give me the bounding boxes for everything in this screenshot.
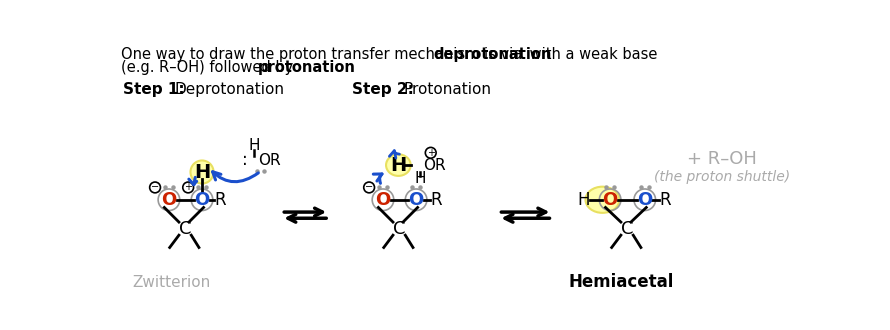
Circle shape <box>425 148 436 158</box>
Text: :: : <box>242 151 248 170</box>
Ellipse shape <box>586 187 619 213</box>
Text: −: − <box>151 182 159 192</box>
Text: H: H <box>390 156 407 175</box>
Text: H: H <box>194 163 210 182</box>
Circle shape <box>150 182 160 193</box>
Text: C: C <box>392 220 406 238</box>
Circle shape <box>182 182 193 193</box>
Text: H: H <box>414 171 425 186</box>
FancyArrowPatch shape <box>213 172 258 182</box>
Text: O: O <box>376 191 391 209</box>
Text: +: + <box>184 182 192 192</box>
Text: C: C <box>179 220 191 238</box>
Text: O: O <box>194 191 210 209</box>
Text: deprotonation: deprotonation <box>433 47 552 62</box>
Text: OR: OR <box>423 158 446 173</box>
Text: protonation: protonation <box>257 60 355 75</box>
Text: +: + <box>426 148 434 158</box>
Text: OR: OR <box>258 153 281 168</box>
Ellipse shape <box>386 154 410 176</box>
Text: R: R <box>659 191 670 209</box>
Text: O: O <box>637 191 652 209</box>
Text: Step 1:: Step 1: <box>123 82 190 97</box>
FancyArrowPatch shape <box>373 174 382 183</box>
Circle shape <box>364 182 375 193</box>
Text: O: O <box>161 191 176 209</box>
Text: H: H <box>578 191 590 209</box>
Text: with a weak base: with a weak base <box>525 47 657 62</box>
FancyArrowPatch shape <box>189 177 197 185</box>
Text: + R–OH: + R–OH <box>687 150 756 168</box>
Text: O: O <box>409 191 424 209</box>
Text: C: C <box>621 220 634 238</box>
Text: (e.g. R–OH) followed by: (e.g. R–OH) followed by <box>121 60 298 75</box>
Text: Hemiacetal: Hemiacetal <box>569 273 675 291</box>
Ellipse shape <box>190 160 214 183</box>
FancyArrowPatch shape <box>390 151 400 158</box>
Text: Deprotonation: Deprotonation <box>174 82 284 97</box>
Text: −: − <box>365 182 373 192</box>
Text: (the proton shuttle): (the proton shuttle) <box>654 170 789 184</box>
Text: Protonation: Protonation <box>404 82 492 97</box>
Text: H: H <box>248 138 260 152</box>
Text: Zwitterion: Zwitterion <box>132 275 210 290</box>
Text: One way to draw the proton transfer mechanism is via: One way to draw the proton transfer mech… <box>121 47 527 62</box>
Text: O: O <box>603 191 618 209</box>
Text: R: R <box>214 191 226 209</box>
Text: Step 2:: Step 2: <box>352 82 419 97</box>
Text: R: R <box>430 191 442 209</box>
